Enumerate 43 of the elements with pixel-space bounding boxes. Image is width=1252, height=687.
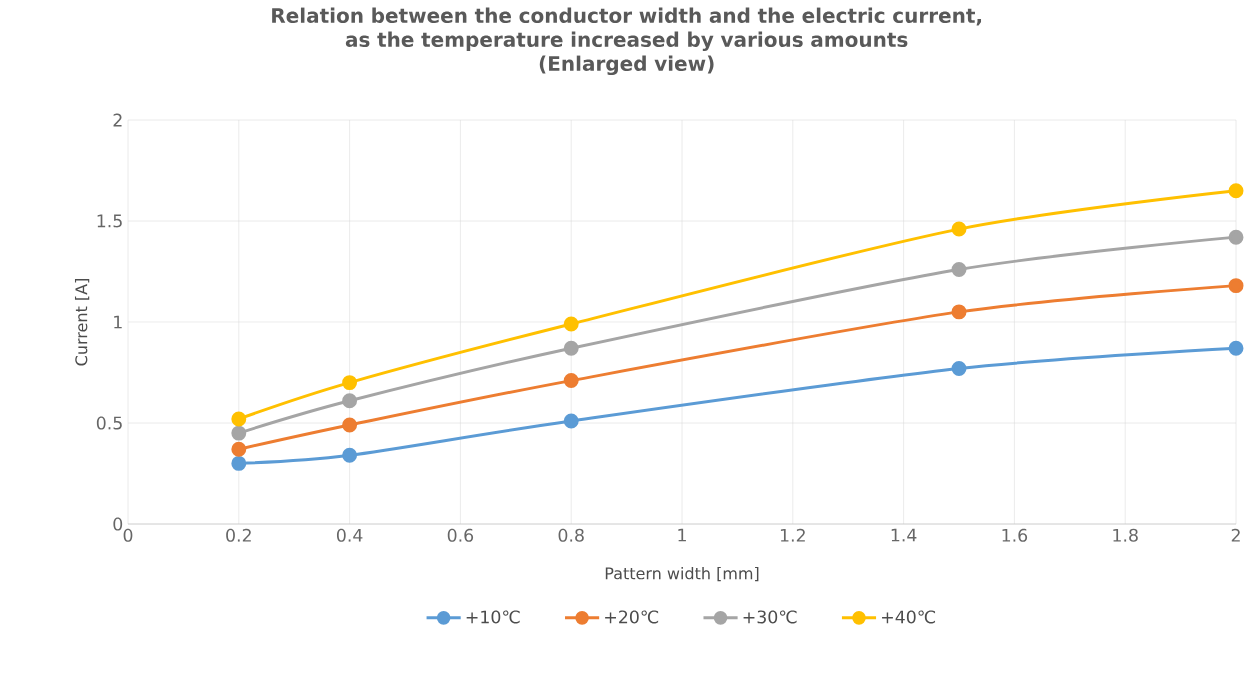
y-tick-label: 0 <box>113 517 123 531</box>
legend-label: +20℃ <box>605 610 659 624</box>
point <box>342 417 358 433</box>
point <box>1228 278 1244 294</box>
point <box>342 375 358 391</box>
x-tick-label: 0 <box>123 528 133 542</box>
point <box>563 316 579 332</box>
legend-label: +10℃ <box>466 610 520 624</box>
x-tick-label: 1.4 <box>891 528 917 542</box>
x-tick-label: 0.6 <box>447 528 474 542</box>
point <box>563 413 579 429</box>
point <box>951 304 967 320</box>
point <box>951 361 967 377</box>
point <box>231 425 247 441</box>
legend-label: +40℃ <box>882 610 936 624</box>
point <box>563 373 579 389</box>
y-tick-label: 0.5 <box>96 416 122 430</box>
x-tick-label: 1 <box>678 528 686 542</box>
x-tick-label: 1.6 <box>1002 528 1028 542</box>
point <box>951 221 967 237</box>
x-tick-label: 0.4 <box>336 528 363 542</box>
point <box>231 456 247 472</box>
legend-label: +30℃ <box>743 610 797 624</box>
point <box>1228 229 1244 245</box>
x-tick-label: 0.8 <box>558 528 584 542</box>
chart-title: Relation between the conductor width and the electric current, as the temperature increased by various amounts (Enlarged view) <box>272 7 982 76</box>
point <box>1228 183 1244 199</box>
x-tick-label: 0.2 <box>226 528 251 542</box>
x-axis-title: Pattern width [mm] <box>605 567 759 582</box>
point <box>342 448 358 463</box>
y-tick-label: 2 <box>113 113 122 127</box>
point <box>563 340 579 356</box>
y-axis-title: Current [A] <box>74 279 90 366</box>
point <box>231 411 247 427</box>
y-tick-label: 1.5 <box>97 214 122 228</box>
point <box>951 262 967 278</box>
y-tick-label: 1 <box>114 315 122 329</box>
point <box>1228 340 1244 356</box>
x-tick-label: 2 <box>1231 528 1240 542</box>
x-tick-label: 1.8 <box>1113 528 1138 542</box>
point <box>231 441 247 457</box>
point <box>342 393 358 409</box>
x-tick-label: 1.2 <box>780 528 805 542</box>
